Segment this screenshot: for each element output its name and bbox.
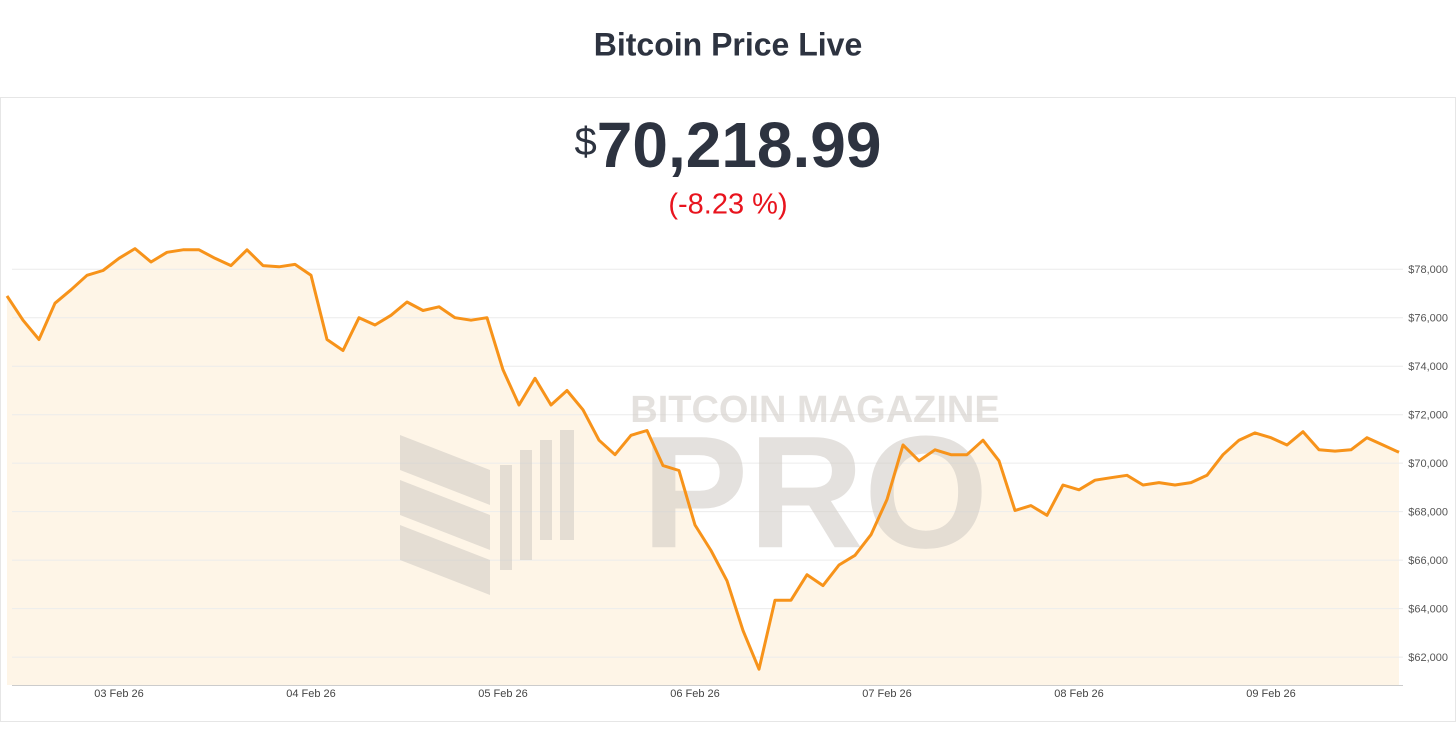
y-tick-label: $74,000 (1408, 361, 1448, 373)
y-tick-label: $72,000 (1408, 410, 1448, 422)
x-tick-label: 07 Feb 26 (862, 688, 912, 700)
x-tick-label: 04 Feb 26 (286, 688, 336, 700)
y-tick-label: $70,000 (1408, 458, 1448, 470)
x-tick-label: 03 Feb 26 (94, 688, 144, 700)
price-line (5, 247, 1400, 671)
title: Bitcoin Price Live (594, 26, 863, 62)
area (7, 248, 1399, 685)
y-tick-label: $64,000 (1408, 604, 1448, 616)
y-tick-label: $68,000 (1408, 507, 1448, 519)
watermark: BITCOIN MAGAZINE PRO (400, 389, 1000, 595)
watermark-logo (400, 430, 574, 595)
x-tick-label: 09 Feb 26 (1246, 688, 1296, 700)
y-tick-label: $66,000 (1408, 555, 1448, 567)
currency: $ (575, 120, 597, 164)
y-tick-label: $62,000 (1408, 652, 1448, 664)
y-tick-label: $76,000 (1408, 313, 1448, 325)
x-tick-label: 06 Feb 26 (670, 688, 720, 700)
price: $70,218.99 (575, 109, 882, 181)
y-tick-label: $78,000 (1408, 264, 1448, 276)
watermark-top: BITCOIN MAGAZINE (630, 389, 999, 431)
watermark-bottom: PRO (642, 402, 989, 581)
price-change: (-8.23 %) (668, 189, 787, 221)
price-amount: 70,218.99 (597, 109, 882, 181)
x-tick-label: 08 Feb 26 (1054, 688, 1104, 700)
x-tick-label: 05 Feb 26 (478, 688, 528, 700)
